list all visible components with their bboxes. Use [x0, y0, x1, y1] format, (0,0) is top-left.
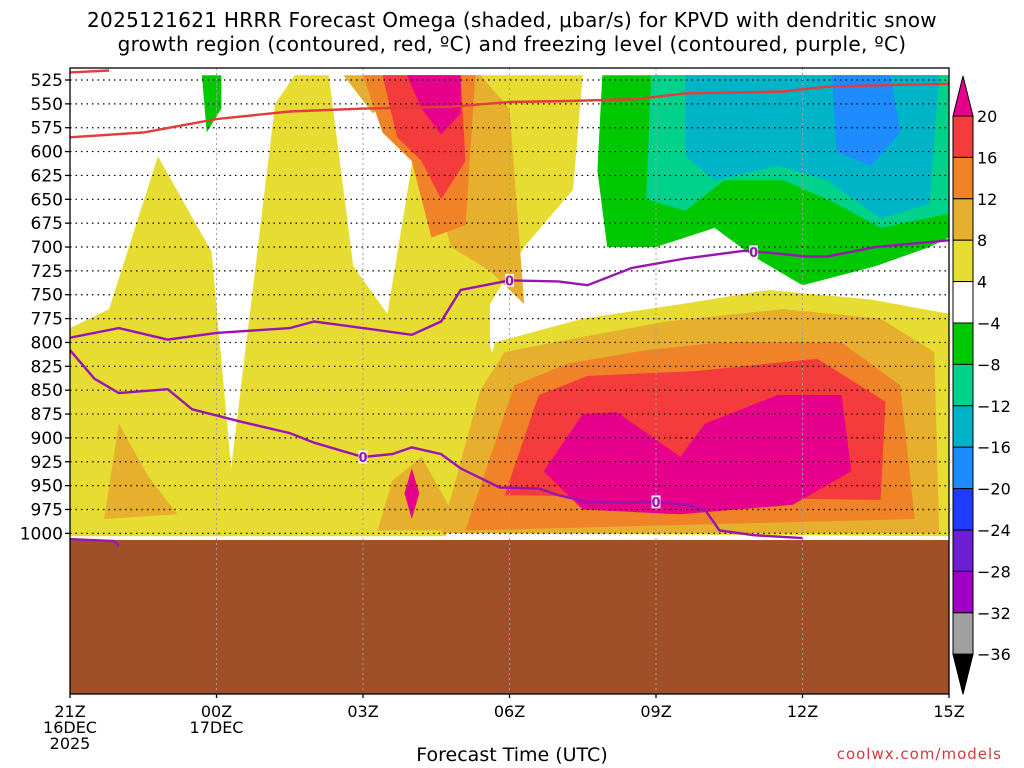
x-tick-label-12: 09Z	[621, 704, 691, 720]
colorbar-bottom-arrow	[952, 653, 974, 695]
colorbar-label-1: 16	[977, 148, 997, 167]
y-tick-label-675: 675	[31, 214, 63, 234]
x-tick-label-18: 15Z	[914, 704, 984, 720]
colorbar-label-8: −16	[977, 438, 1011, 457]
freezing-level-contour-4	[70, 537, 120, 547]
dendritic-growth-contour-1	[70, 82, 949, 139]
x-tick-label-line: 03Z	[347, 702, 379, 721]
x-tick-label-line: 2025	[49, 734, 91, 753]
freezing-level-label-bg-1	[749, 245, 759, 259]
colorbar-top-arrow	[952, 75, 974, 117]
x-tick-label-0: 21Z 16DEC 2025	[35, 704, 105, 752]
colorbar-bin-5	[952, 281, 974, 324]
colorbar-label-0: 20	[977, 107, 997, 126]
x-tick-label-line: 17DEC	[189, 718, 244, 737]
omega-region-17	[831, 75, 901, 166]
omega-region-2	[104, 423, 178, 519]
x-tick-label-line: 12Z	[786, 702, 819, 721]
omega-region-4	[343, 75, 525, 305]
colorbar-label-9: −20	[977, 480, 1011, 499]
y-tick-label-975: 975	[31, 500, 63, 520]
colorbar-bin-12	[952, 570, 974, 614]
colorbar-label-6: −8	[977, 355, 1001, 374]
colorbar-bin-10	[952, 488, 974, 531]
y-tick-label-825: 825	[31, 357, 63, 377]
credit-text: coolwx.com/models	[836, 745, 1002, 763]
omega-region-10	[407, 75, 461, 135]
y-tick-label-1000: 1000	[20, 524, 63, 544]
y-tick-label-800: 800	[31, 333, 63, 353]
x-tick-label-6: 03Z	[328, 704, 398, 720]
omega-region-12	[404, 468, 420, 519]
y-axis-pressure-ticks: 525 550 575 600 625 650 675 700 725 750 775 800 825 8…	[20, 71, 950, 698]
colorbar-bin-7	[952, 363, 974, 407]
colorbar-label-10: −24	[977, 521, 1011, 540]
omega-shaded-regions	[70, 75, 949, 537]
freezing-level-label-0: 0	[505, 274, 514, 289]
y-tick-label-875: 875	[31, 405, 63, 425]
colorbar-label-5: −4	[977, 314, 1001, 333]
colorbar-bin-13	[952, 612, 974, 655]
y-tick-label-575: 575	[31, 119, 63, 139]
y-tick-label-550: 550	[31, 95, 63, 115]
colorbar-label-2: 12	[977, 190, 997, 209]
x-tick-label-3: 00Z 17DEC	[182, 704, 252, 736]
chart-title-line-1: 2025121621 HRRR Forecast Omega (shaded, …	[87, 8, 937, 32]
y-tick-label-900: 900	[31, 429, 63, 449]
colorbar-bin-3	[952, 198, 974, 241]
y-tick-label-700: 700	[31, 238, 63, 258]
colorbar-bin-2	[952, 156, 974, 200]
y-tick-label-725: 725	[31, 262, 63, 282]
y-tick-label-750: 750	[31, 286, 63, 306]
x-tick-label-line: 15Z	[933, 702, 965, 721]
colorbar-label-3: 8	[977, 231, 987, 250]
y-tick-label-525: 525	[31, 71, 63, 91]
x-tick-label-line: 06Z	[493, 702, 526, 721]
x-tick-label-9: 06Z	[475, 704, 545, 720]
freezing-level-label-bg-0	[505, 273, 514, 287]
x-tick-label-line: 16DEC	[43, 718, 97, 737]
colorbar-bin-1	[952, 115, 974, 158]
chart-title-line-2: growth region (contoured, red, ºC) and f…	[117, 32, 907, 56]
omega-region-11	[543, 395, 852, 515]
y-tick-label-950: 950	[31, 477, 63, 497]
colorbar-label-13: −36	[977, 645, 1011, 664]
colorbar-label-4: 4	[977, 273, 987, 292]
y-tick-label-775: 775	[31, 310, 63, 330]
y-tick-label-850: 850	[31, 381, 63, 401]
y-tick-label-650: 650	[31, 190, 63, 210]
colorbar-label-7: −12	[977, 397, 1011, 416]
freezing-level-label-1: 0	[749, 246, 758, 261]
colorbar-bin-6	[952, 322, 974, 365]
x-tick-label-line: 09Z	[640, 702, 672, 721]
freezing-level-label-2: 0	[358, 451, 367, 466]
freezing-level-contour-2	[70, 349, 803, 540]
y-tick-label-600: 600	[31, 143, 63, 163]
contour-lines: 0 0 0 0	[70, 69, 949, 547]
freezing-level-label-bg-2	[358, 450, 368, 464]
omega-colorbar: 20 16 12 8 4 −4 −8 −12 −16 −20 −24 −28 −32 −36	[952, 75, 1011, 695]
x-tick-label-line: 00Z	[200, 702, 233, 721]
x-axis-title: Forecast Time (UTC)	[416, 744, 608, 766]
x-tick-label-line: 21Z	[54, 702, 86, 721]
freezing-level-label-3: 0	[651, 496, 660, 511]
colorbar-bin-4	[952, 239, 974, 283]
colorbar-bin-11	[952, 529, 974, 572]
colorbar-bin-9	[952, 446, 974, 490]
colorbar-bin-8	[952, 405, 974, 448]
freezing-level-label-bg-3	[651, 495, 661, 509]
colorbar-label-11: −28	[977, 562, 1011, 581]
dendritic-growth-contour-0	[70, 69, 110, 74]
x-tick-label-15: 12Z	[768, 704, 838, 720]
y-tick-label-625: 625	[31, 166, 63, 186]
colorbar-label-12: −32	[977, 604, 1011, 623]
y-tick-label-925: 925	[31, 453, 63, 473]
